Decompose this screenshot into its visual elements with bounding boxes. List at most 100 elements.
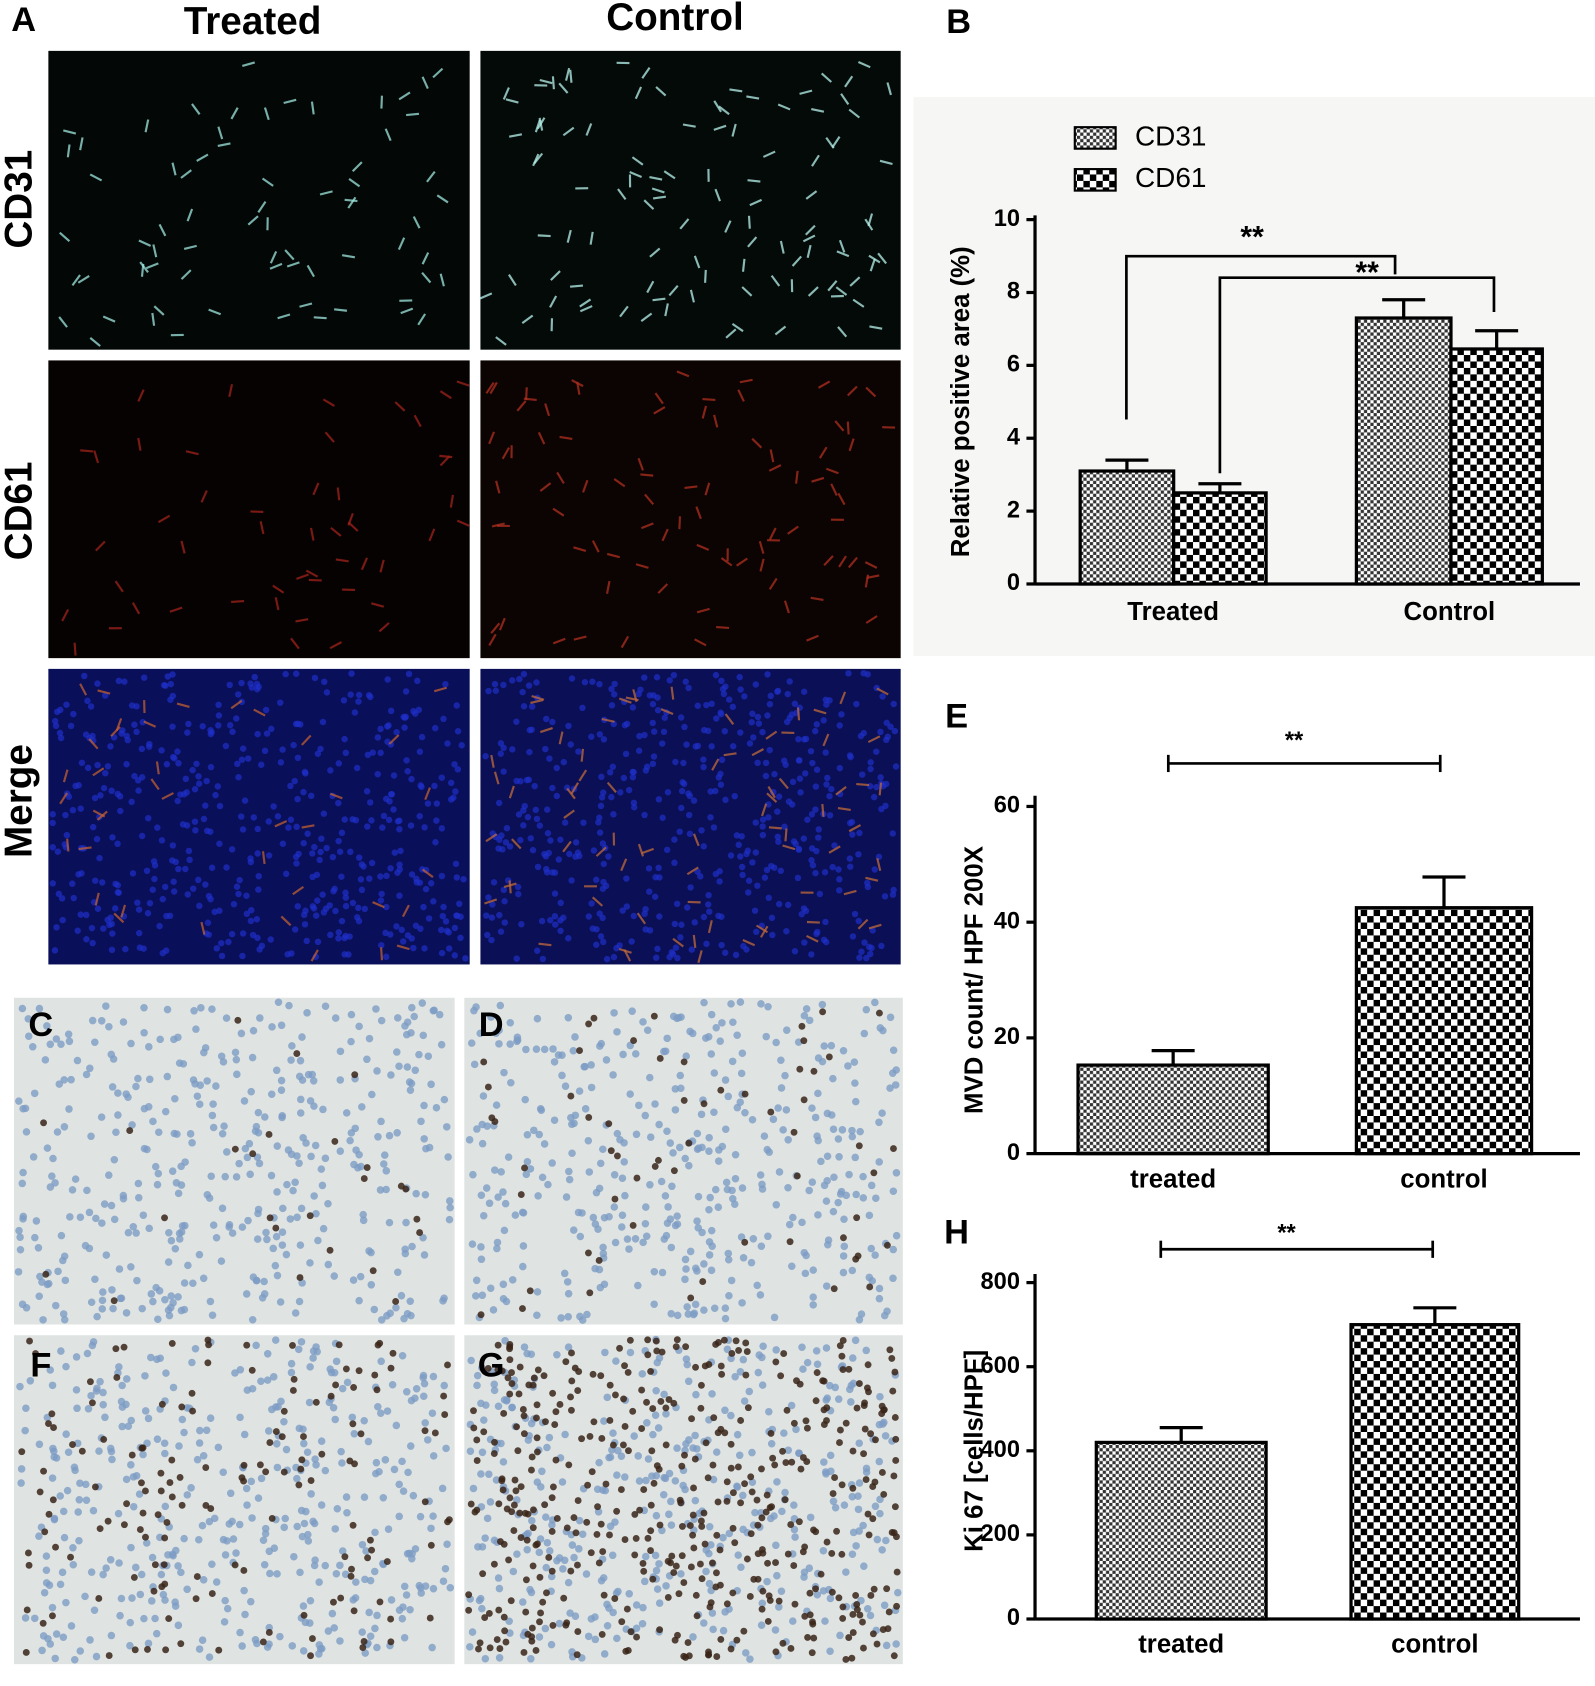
stained-nucleus <box>501 1614 508 1621</box>
stained-nucleus <box>521 1165 528 1172</box>
nucleus <box>43 1566 51 1574</box>
nucleus <box>786 798 792 804</box>
stained-nucleus <box>586 1289 593 1296</box>
nucleus <box>845 670 851 676</box>
nucleus <box>352 1578 360 1586</box>
nucleus <box>484 1515 492 1523</box>
nucleus <box>391 772 397 778</box>
nucleus <box>665 789 671 795</box>
stained-nucleus <box>358 1430 365 1437</box>
nucleus <box>873 748 879 754</box>
nucleus <box>809 1266 817 1274</box>
nucleus <box>892 1066 900 1074</box>
nucleus <box>610 764 616 770</box>
stained-nucleus <box>713 1532 720 1539</box>
nucleus <box>396 1606 404 1614</box>
stained-nucleus <box>614 1152 621 1159</box>
stained-nucleus <box>549 1494 556 1501</box>
nucleus <box>723 1179 731 1187</box>
nucleus <box>658 1178 666 1186</box>
nucleus <box>70 1561 78 1569</box>
stained-nucleus <box>575 1497 582 1504</box>
nucleus <box>83 912 89 918</box>
stained-nucleus <box>721 1337 728 1344</box>
nucleus <box>139 833 145 839</box>
nucleus <box>591 847 597 853</box>
nucleus <box>302 921 308 927</box>
stained-nucleus <box>742 1091 749 1098</box>
nucleus <box>800 1249 808 1257</box>
nucleus <box>299 1134 307 1142</box>
nucleus <box>860 670 866 676</box>
nucleus <box>805 1187 813 1195</box>
nucleus <box>368 1091 376 1099</box>
nucleus <box>538 1106 546 1114</box>
stained-nucleus <box>521 1430 528 1437</box>
nucleus <box>740 1254 748 1262</box>
nucleus <box>109 1083 117 1091</box>
stained-nucleus <box>784 1407 791 1414</box>
nucleus <box>496 1654 504 1662</box>
nucleus <box>83 731 89 737</box>
stained-nucleus <box>787 1521 794 1528</box>
nucleus <box>324 1200 332 1208</box>
stained-nucleus <box>161 1535 168 1542</box>
nucleus <box>348 670 354 676</box>
nucleus <box>801 736 807 742</box>
nucleus <box>337 849 343 855</box>
nucleus <box>355 1297 363 1305</box>
y-tick-label: 8 <box>1007 279 1020 305</box>
nucleus <box>564 1313 572 1321</box>
nucleus <box>84 1350 92 1358</box>
stained-nucleus <box>867 1592 874 1599</box>
stained-nucleus <box>18 1448 25 1455</box>
nucleus <box>200 1275 208 1283</box>
nucleus <box>194 1092 202 1100</box>
nucleus <box>71 895 77 901</box>
nucleus <box>840 1252 848 1260</box>
nucleus <box>430 1585 438 1593</box>
nucleus <box>297 1096 305 1104</box>
nucleus <box>102 1002 110 1010</box>
nucleus <box>365 1247 373 1255</box>
nucleus <box>746 878 752 884</box>
stained-nucleus <box>886 1609 893 1616</box>
nucleus <box>279 746 285 752</box>
nucleus <box>817 1158 825 1166</box>
nucleus <box>452 788 458 794</box>
nucleus <box>585 1137 593 1145</box>
nucleus <box>549 785 555 791</box>
nucleus <box>556 1554 564 1562</box>
nucleus <box>526 1586 534 1594</box>
stained-nucleus <box>444 1362 451 1369</box>
nucleus <box>53 1454 61 1462</box>
nucleus <box>651 1100 659 1108</box>
nucleus <box>378 897 384 903</box>
nucleus <box>61 1316 69 1324</box>
nucleus <box>599 794 605 800</box>
nucleus <box>250 1027 258 1035</box>
nucleus <box>693 1445 701 1453</box>
nucleus <box>225 939 231 945</box>
nucleus <box>134 899 140 905</box>
nucleus <box>49 1155 57 1163</box>
nucleus <box>588 1084 596 1092</box>
nucleus <box>542 746 548 752</box>
nucleus <box>515 891 521 897</box>
nucleus <box>568 1149 576 1157</box>
nucleus <box>83 1496 91 1504</box>
nucleus <box>280 841 286 847</box>
nucleus <box>546 1434 554 1442</box>
stained-nucleus <box>869 1515 876 1522</box>
nucleus <box>467 1357 475 1365</box>
nucleus <box>192 818 198 824</box>
nucleus <box>809 1178 817 1186</box>
stained-nucleus <box>694 1612 701 1619</box>
stained-nucleus <box>368 1547 375 1554</box>
nucleus <box>708 1390 716 1398</box>
nucleus <box>299 1425 307 1433</box>
stained-nucleus <box>645 1535 652 1542</box>
nucleus <box>254 916 260 922</box>
nucleus <box>225 1223 233 1231</box>
nucleus <box>791 1533 799 1541</box>
